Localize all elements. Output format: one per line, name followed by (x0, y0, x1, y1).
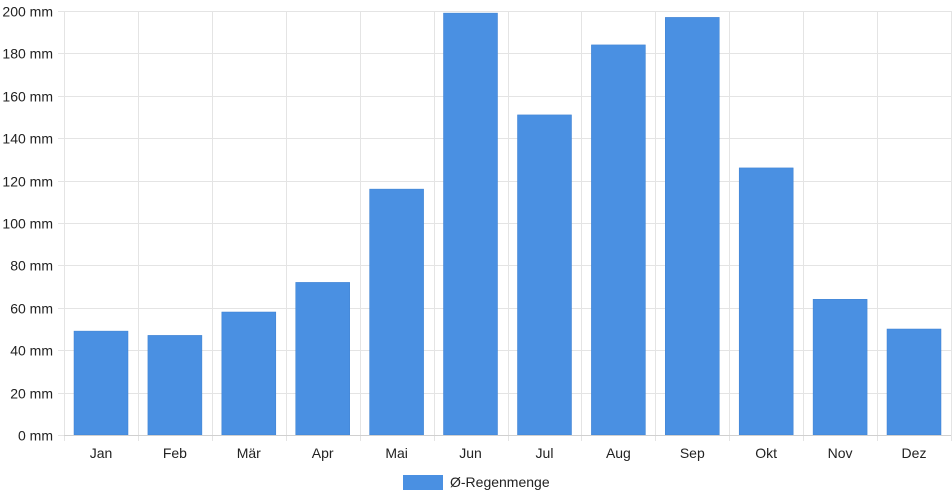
x-tick-label: Jun (459, 445, 482, 461)
x-tick-label: Apr (312, 445, 334, 461)
bar-jan[interactable] (73, 330, 129, 436)
bar-aug[interactable] (591, 44, 646, 436)
y-tick-label: 0 mm (18, 428, 53, 444)
bar-feb[interactable] (147, 335, 203, 436)
y-tick-label: 120 mm (2, 174, 53, 190)
bar-jun[interactable] (443, 12, 498, 436)
legend-swatch[interactable] (403, 475, 443, 490)
x-tick-label: Mai (385, 445, 408, 461)
grid-lines (58, 11, 952, 441)
y-tick-label: 40 mm (10, 343, 53, 359)
y-tick-label: 140 mm (2, 131, 53, 147)
bar-mär[interactable] (221, 311, 277, 436)
y-tick-label: 20 mm (10, 386, 53, 402)
x-tick-label: Jul (536, 445, 554, 461)
legend-label[interactable]: Ø-Regenmenge (450, 474, 550, 490)
y-tick-labels: 0 mm 20 mm 40 mm 60 mm 80 mm 100 mm 120 mm 140 … (2, 4, 53, 444)
x-tick-label: Feb (163, 445, 187, 461)
bar-dez[interactable] (886, 328, 942, 436)
bar-mai[interactable] (369, 188, 424, 436)
y-tick-label: 80 mm (10, 258, 53, 274)
bar-apr[interactable] (295, 282, 350, 436)
bar-okt[interactable] (738, 167, 794, 436)
bar-jul[interactable] (517, 114, 572, 436)
y-tick-label: 100 mm (2, 216, 53, 232)
x-tick-label: Aug (606, 445, 631, 461)
y-tick-label: 160 mm (2, 89, 53, 105)
x-tick-label: Jan (90, 445, 113, 461)
y-tick-label: 180 mm (2, 46, 53, 62)
bar-sep[interactable] (665, 17, 720, 436)
x-tick-label: Sep (680, 445, 705, 461)
x-tick-label: Nov (828, 445, 853, 461)
x-tick-label: Dez (902, 445, 927, 461)
x-tick-label: Mär (237, 445, 261, 461)
bars (73, 12, 942, 436)
x-tick-label: Okt (755, 445, 777, 461)
y-tick-label: 60 mm (10, 301, 53, 317)
bar-nov[interactable] (812, 299, 868, 436)
x-tick-labels: Jan Feb Mär Apr Mai Jun Jul Aug Sep Okt Nov Dez (90, 445, 927, 461)
y-tick-label: 200 mm (2, 4, 53, 20)
legend[interactable]: Ø-Regenmenge (403, 474, 550, 490)
